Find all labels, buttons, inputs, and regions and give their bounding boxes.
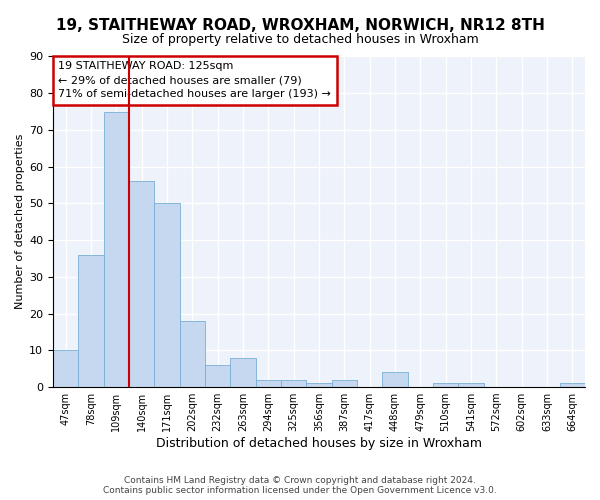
Bar [560, 384, 585, 387]
Bar [104, 112, 129, 387]
Bar [256, 380, 281, 387]
X-axis label: Distribution of detached houses by size in Wroxham: Distribution of detached houses by size … [156, 437, 482, 450]
Bar [129, 182, 154, 387]
Text: 19 STAITHEWAY ROAD: 125sqm
← 29% of detached houses are smaller (79)
71% of semi: 19 STAITHEWAY ROAD: 125sqm ← 29% of deta… [58, 62, 331, 100]
Bar [281, 380, 307, 387]
Bar [307, 384, 332, 387]
Text: Contains HM Land Registry data © Crown copyright and database right 2024.
Contai: Contains HM Land Registry data © Crown c… [103, 476, 497, 495]
Bar [53, 350, 79, 387]
Bar [179, 321, 205, 387]
Bar [230, 358, 256, 387]
Bar [433, 384, 458, 387]
Text: Size of property relative to detached houses in Wroxham: Size of property relative to detached ho… [122, 32, 478, 46]
Text: 19, STAITHEWAY ROAD, WROXHAM, NORWICH, NR12 8TH: 19, STAITHEWAY ROAD, WROXHAM, NORWICH, N… [56, 18, 544, 32]
Y-axis label: Number of detached properties: Number of detached properties [15, 134, 25, 310]
Bar [332, 380, 357, 387]
Bar [154, 204, 179, 387]
Bar [205, 365, 230, 387]
Bar [458, 384, 484, 387]
Bar [79, 255, 104, 387]
Bar [382, 372, 407, 387]
